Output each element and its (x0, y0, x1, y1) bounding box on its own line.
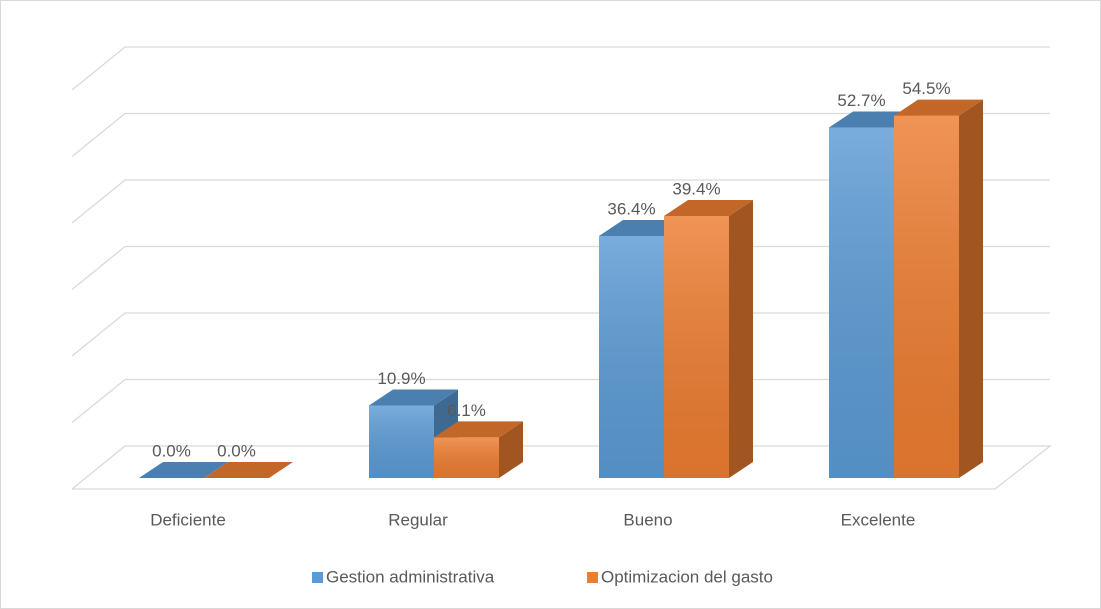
legend-swatch (587, 572, 598, 583)
legend-label: Optimizacion del gasto (601, 567, 773, 586)
grid-line (71, 179, 1050, 224)
grid-line (71, 112, 1050, 158)
legend-swatch (312, 572, 323, 583)
bar-top (434, 421, 523, 438)
bar-top (369, 389, 458, 406)
data-label: 10.9% (377, 369, 425, 388)
data-label: 36.4% (607, 199, 655, 218)
legend-label: Gestion administrativa (326, 567, 495, 586)
data-label: 0.0% (152, 441, 191, 460)
bar-shine (369, 405, 434, 478)
x-tick-label: Regular (388, 510, 448, 529)
bar-side (499, 421, 523, 478)
bar-top (894, 99, 983, 116)
bar-side (959, 99, 983, 478)
bar-shine (894, 115, 959, 478)
data-label: 0.0% (217, 441, 256, 460)
x-tick-label: Deficiente (150, 510, 226, 529)
data-label: 39.4% (672, 179, 720, 198)
x-tick-label: Excelente (841, 510, 916, 529)
bar-top (664, 199, 753, 216)
bar-top (204, 462, 293, 478)
grid-line (71, 46, 1050, 91)
bar-shine (434, 437, 499, 478)
grid-line (71, 445, 1052, 490)
data-label: 54.5% (902, 79, 950, 98)
data-label: 52.7% (837, 91, 885, 110)
bar-side (729, 199, 753, 479)
bar-top (139, 462, 228, 478)
x-tick-label: Bueno (623, 510, 672, 529)
bar-shine (664, 215, 729, 479)
bar-shine (599, 235, 664, 478)
data-label: 6.1% (447, 401, 486, 420)
bar-shine (829, 127, 894, 479)
